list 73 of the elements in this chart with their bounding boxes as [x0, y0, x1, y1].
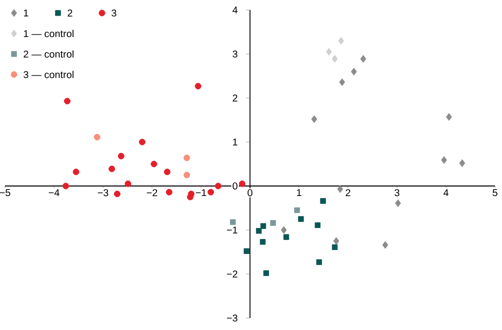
- point: [238, 180, 246, 188]
- legend-label: 1 — control: [24, 30, 74, 38]
- point: [184, 172, 190, 178]
- point: [263, 270, 270, 276]
- point: [260, 223, 266, 229]
- legend-label: 2: [68, 10, 72, 16]
- x-tick-label: −5: [0, 189, 10, 196]
- point: [338, 36, 344, 45]
- point: [208, 188, 214, 196]
- point: [395, 199, 401, 208]
- point: [294, 207, 300, 214]
- legend-label: 2 — control: [24, 50, 74, 58]
- point: [260, 239, 266, 245]
- point: [94, 134, 100, 140]
- y-tick-label: 3: [232, 50, 238, 58]
- point: [360, 54, 366, 63]
- y-tick-label: −2: [226, 270, 238, 278]
- legend-label: 1: [24, 10, 28, 16]
- point: [441, 156, 447, 164]
- x-tick-label: 2: [346, 189, 350, 196]
- point: [459, 159, 466, 167]
- point: [184, 154, 190, 162]
- point: [72, 168, 80, 176]
- point: [316, 259, 322, 265]
- point: [194, 82, 202, 90]
- point: [64, 98, 70, 104]
- point: [382, 241, 388, 249]
- y-tick-label: 4: [232, 6, 238, 14]
- x-tick-label: 3: [394, 189, 400, 196]
- point: [214, 182, 222, 190]
- y-tick-label: −1: [226, 226, 238, 234]
- point: [314, 222, 320, 228]
- y-tick-label: −3: [226, 314, 238, 322]
- point: [337, 185, 344, 193]
- point: [270, 220, 276, 226]
- y-tick-label: 1: [233, 138, 238, 146]
- x-tick-label: 4: [443, 189, 448, 196]
- x-tick-label: −2: [146, 189, 158, 196]
- point: [114, 190, 120, 198]
- point: [332, 54, 338, 63]
- x-tick-label: 5: [492, 189, 498, 196]
- point: [283, 234, 290, 240]
- legend-label: 3 — control: [24, 70, 74, 78]
- point: [138, 138, 146, 146]
- point: [150, 160, 158, 168]
- point: [350, 68, 357, 76]
- x-tick-label: 0: [248, 189, 252, 196]
- point: [311, 115, 318, 123]
- point: [62, 182, 70, 190]
- point: [326, 48, 332, 56]
- point: [244, 248, 250, 254]
- point: [118, 152, 124, 160]
- point: [339, 78, 346, 86]
- point: [332, 244, 338, 250]
- y-tick-label: 0: [232, 182, 238, 190]
- point: [333, 237, 340, 245]
- point: [166, 188, 172, 196]
- x-tick-label: 1: [297, 189, 302, 196]
- y-tick-label: 2: [232, 94, 238, 102]
- point: [164, 168, 170, 176]
- point: [108, 166, 116, 172]
- legend-label: 3: [112, 9, 116, 17]
- point: [446, 113, 452, 121]
- x-tick-label: −1: [196, 189, 206, 196]
- point: [230, 219, 236, 225]
- point: [298, 216, 304, 222]
- point: [256, 228, 262, 234]
- point: [124, 180, 132, 188]
- point: [320, 198, 326, 204]
- point: [186, 194, 194, 200]
- x-tick-label: −3: [98, 189, 108, 196]
- point: [280, 226, 287, 234]
- x-tick-label: −4: [48, 189, 60, 196]
